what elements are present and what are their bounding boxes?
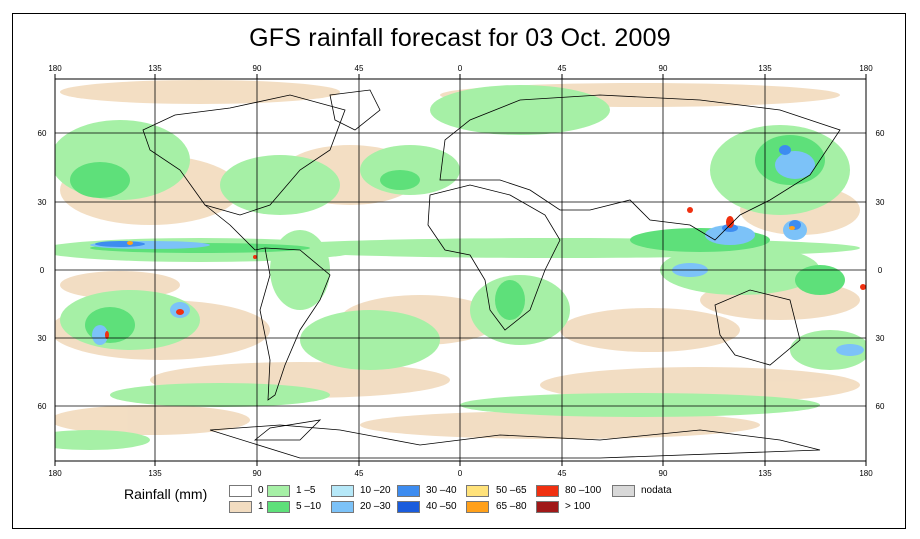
figure-frame bbox=[12, 13, 906, 529]
bottom-lon-label: 45 bbox=[558, 469, 567, 478]
legend-swatch-2 bbox=[267, 485, 290, 497]
bottom-lon-label: 90 bbox=[253, 469, 262, 478]
legend-swatch-5 bbox=[331, 501, 354, 513]
legend-label-12: nodata bbox=[641, 485, 672, 496]
legend-label-9: 65 –80 bbox=[496, 501, 527, 512]
legend-label-6: 30 –40 bbox=[426, 485, 457, 496]
graticule bbox=[55, 79, 866, 461]
bottom-lon-label: 180 bbox=[859, 469, 873, 478]
legend-swatch-0 bbox=[229, 485, 252, 497]
legend-label-11: > 100 bbox=[565, 501, 591, 512]
bottom-lon-label: 0 bbox=[458, 469, 463, 478]
right-lat-label: 30 bbox=[876, 198, 885, 207]
legend-label-4: 10 –20 bbox=[360, 485, 391, 496]
bottom-lon-label: 135 bbox=[148, 469, 162, 478]
legend-title: Rainfall (mm) bbox=[124, 486, 208, 502]
left-lat-label: 30 bbox=[38, 198, 47, 207]
left-lat-label: 60 bbox=[38, 129, 47, 138]
top-lon-label: 90 bbox=[253, 64, 262, 73]
legend-label-10: 80 –100 bbox=[565, 485, 602, 496]
legend-label-1: 1 bbox=[258, 501, 264, 512]
left-lat-label: 60 bbox=[38, 402, 47, 411]
legend-swatch-9 bbox=[466, 501, 489, 513]
bottom-lon-label: 45 bbox=[355, 469, 364, 478]
top-lon-label: 45 bbox=[558, 64, 567, 73]
legend-swatch-3 bbox=[267, 501, 290, 513]
right-lat-label: 60 bbox=[876, 402, 885, 411]
right-lat-label: 30 bbox=[876, 334, 885, 343]
legend-label-3: 5 –10 bbox=[296, 501, 322, 512]
legend-swatch-4 bbox=[331, 485, 354, 497]
right-lat-label: 0 bbox=[878, 266, 883, 275]
legend-swatch-12 bbox=[612, 485, 635, 497]
left-lat-label: 30 bbox=[38, 334, 47, 343]
top-lon-label: 180 bbox=[859, 64, 873, 73]
top-lon-label: 0 bbox=[458, 64, 463, 73]
legend-swatch-10 bbox=[536, 485, 559, 497]
legend-swatch-1 bbox=[229, 501, 252, 513]
top-lon-label: 180 bbox=[48, 64, 62, 73]
top-lon-label: 135 bbox=[758, 64, 772, 73]
legend-label-7: 40 –50 bbox=[426, 501, 457, 512]
top-lon-label: 45 bbox=[355, 64, 364, 73]
legend-swatch-7 bbox=[397, 501, 420, 513]
bottom-lon-label: 135 bbox=[758, 469, 772, 478]
map-title: GFS rainfall forecast for 03 Oct. 2009 bbox=[249, 24, 671, 52]
rainfall-field bbox=[55, 80, 866, 450]
legend-label-2: 1 –5 bbox=[296, 485, 316, 496]
left-lat-label: 0 bbox=[40, 266, 45, 275]
legend-swatch-11 bbox=[536, 501, 559, 513]
bottom-lon-label: 180 bbox=[48, 469, 62, 478]
bottom-lon-label: 90 bbox=[659, 469, 668, 478]
right-lat-label: 60 bbox=[876, 129, 885, 138]
top-lon-label: 90 bbox=[659, 64, 668, 73]
legend-swatch-6 bbox=[397, 485, 420, 497]
top-lon-label: 135 bbox=[148, 64, 162, 73]
legend-label-0: 0 bbox=[258, 485, 264, 496]
legend-swatch-8 bbox=[466, 485, 489, 497]
legend-label-5: 20 –30 bbox=[360, 501, 391, 512]
legend-label-8: 50 –65 bbox=[496, 485, 527, 496]
